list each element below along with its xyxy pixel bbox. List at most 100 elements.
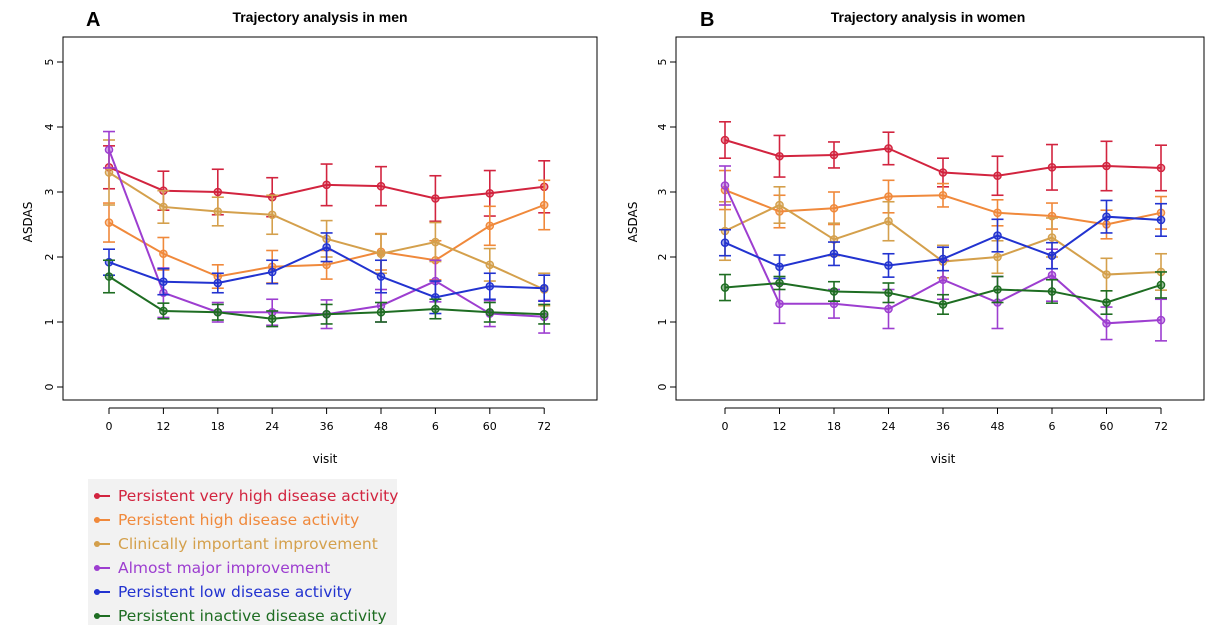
data-point [213, 278, 223, 288]
data-point [938, 300, 948, 309]
data-point [1047, 162, 1057, 172]
data-point [1156, 315, 1166, 325]
series-line [108, 246, 545, 299]
y-tick-label: 4 [656, 124, 669, 131]
x-tick-label: 24 [882, 420, 896, 433]
data-point [213, 307, 223, 317]
series-0 [719, 121, 1167, 197]
x-tick-label: 18 [211, 420, 225, 433]
y-tick-label: 2 [43, 254, 56, 261]
data-point [938, 190, 948, 200]
data-point [104, 168, 114, 177]
series-line [108, 204, 545, 278]
series-4 [103, 232, 551, 315]
x-tick-label: 24 [265, 420, 279, 433]
x-tick-label: 6 [432, 420, 439, 433]
x-tick-label: 12 [156, 420, 170, 433]
x-tick-label: 18 [827, 420, 841, 433]
data-point [884, 288, 893, 298]
data-point [775, 200, 784, 210]
y-tick-label: 1 [43, 319, 56, 326]
data-point [376, 249, 386, 259]
data-point [1102, 212, 1111, 221]
legend-item-very-high: Persistent very high disease activity [94, 486, 398, 506]
data-point [829, 150, 839, 160]
data-point [938, 254, 948, 264]
data-point [539, 200, 549, 210]
data-point [267, 314, 277, 324]
data-point [485, 260, 495, 270]
y-tick-label: 5 [656, 59, 669, 66]
data-point [267, 267, 277, 277]
data-point [213, 207, 223, 216]
data-point [829, 249, 839, 259]
data-point [993, 285, 1002, 294]
legend-item-high: Persistent high disease activity [94, 510, 359, 530]
series-5 [103, 259, 551, 328]
data-point [1102, 270, 1111, 279]
series-line [724, 185, 1162, 325]
legend-label-high: Persistent high disease activity [118, 511, 360, 529]
data-point [775, 299, 784, 309]
data-point [104, 218, 114, 227]
x-tick-label: 60 [483, 420, 497, 433]
legend-item-clinically-important: Clinically important improvement [94, 534, 378, 554]
data-point [104, 272, 114, 281]
legend-item-inactive: Persistent inactive disease activity [94, 606, 387, 626]
plot-frame [675, 36, 1205, 401]
data-point [539, 309, 549, 319]
y-tick-label: 3 [656, 189, 669, 196]
legend-item-almost-major: Almost major improvement [94, 558, 330, 578]
y-tick-label: 5 [43, 59, 56, 66]
data-point [1156, 280, 1166, 290]
data-point [485, 281, 495, 291]
data-point [1156, 163, 1166, 173]
series-line [724, 139, 1162, 177]
x-axis-label-b: visit [931, 452, 956, 466]
data-point [159, 277, 168, 287]
series-line [108, 166, 545, 200]
y-tick-label: 0 [43, 384, 56, 391]
data-point [720, 181, 730, 190]
data-point [1102, 298, 1111, 307]
data-point [720, 283, 730, 292]
data-point [775, 278, 784, 288]
legend-label-inactive: Persistent inactive disease activity [118, 607, 387, 625]
x-tick-label: 72 [1154, 420, 1168, 433]
series-0 [103, 145, 551, 223]
x-tick-label: 0 [722, 420, 729, 433]
x-tick-label: 48 [374, 420, 388, 433]
y-tick-label: 4 [43, 124, 56, 131]
series-5 [719, 271, 1167, 316]
data-point [1047, 251, 1057, 260]
legend-label-very-high: Persistent very high disease activity [118, 487, 399, 505]
data-point [485, 221, 495, 231]
x-tick-label: 36 [936, 420, 950, 433]
data-point [829, 287, 839, 296]
data-point [775, 262, 784, 272]
data-point [431, 304, 440, 314]
data-point [213, 187, 223, 197]
data-point [539, 283, 549, 293]
legend-swatch-clinically-important [94, 538, 110, 550]
x-tick-label: 48 [991, 420, 1005, 433]
data-point [159, 249, 168, 259]
x-tick-label: 6 [1049, 420, 1056, 433]
data-point [159, 202, 168, 212]
data-point [993, 231, 1002, 240]
panel-title-b: Trajectory analysis in women [831, 9, 1026, 25]
data-point [376, 272, 386, 281]
y-tick-label: 2 [656, 254, 669, 261]
y-axis-label-b: ASDAS [626, 202, 640, 243]
legend-swatch-low [94, 586, 110, 598]
data-point [993, 252, 1002, 262]
data-point [775, 151, 784, 161]
data-point [884, 261, 893, 270]
data-point [1102, 161, 1111, 171]
legend-swatch-almost-major [94, 562, 110, 574]
series-3 [719, 165, 1167, 342]
data-point [720, 135, 730, 145]
